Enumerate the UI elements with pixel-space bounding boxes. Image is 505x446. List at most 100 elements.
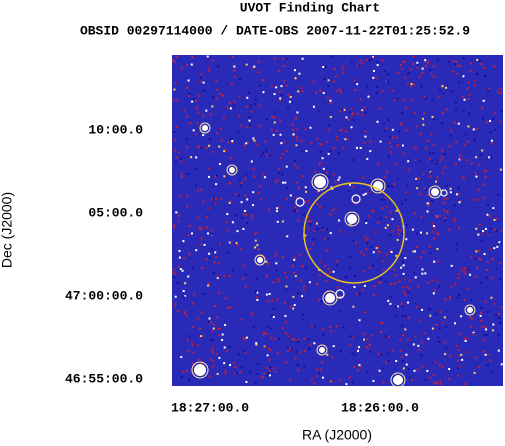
noise-pixel [326,171,329,174]
noise-pixel [294,77,297,80]
noise-pixel [361,109,364,112]
noise-pixel [211,329,214,332]
noise-pixel [416,61,419,64]
noise-pixel [279,119,282,122]
noise-pixel [426,369,429,372]
noise-pixel [492,117,495,120]
noise-pixel [379,217,382,220]
noise-pixel [354,241,357,244]
noise-pixel [245,336,248,339]
noise-pixel [343,108,346,111]
noise-pixel [281,173,284,176]
noise-pixel [431,279,434,282]
noise-pixel [180,175,183,178]
noise-pixel [412,62,415,65]
noise-pixel [322,167,325,170]
noise-pixel [281,327,284,330]
noise-pixel [441,149,444,152]
noise-pixel [462,177,465,180]
noise-pixel [376,64,379,67]
noise-pixel [344,183,347,186]
noise-pixel [480,240,483,243]
noise-pixel [462,75,465,78]
noise-pixel [264,346,267,349]
noise-pixel [312,238,315,241]
noise-pixel [252,204,255,207]
noise-pixel [256,291,259,294]
noise-pixel [455,60,458,63]
noise-pixel [224,324,227,327]
noise-pixel [403,278,406,281]
noise-pixel [317,372,320,375]
noise-pixel [339,310,342,313]
noise-pixel [256,277,259,280]
noise-pixel [178,256,181,259]
noise-pixel [490,139,493,142]
noise-pixel [180,173,183,176]
noise-pixel [366,371,369,374]
noise-pixel [404,76,407,79]
noise-pixel [482,99,485,102]
noise-pixel [318,110,321,113]
noise-pixel [491,276,494,279]
noise-pixel [177,220,180,223]
noise-pixel [200,147,203,150]
noise-pixel [205,146,208,149]
noise-pixel [255,292,258,295]
noise-pixel [208,252,211,255]
noise-pixel [444,325,447,328]
noise-pixel [476,266,479,269]
noise-pixel [218,262,221,265]
noise-pixel [257,60,260,63]
noise-pixel [182,370,185,373]
noise-pixel [493,247,496,250]
noise-pixel [303,285,306,288]
noise-pixel [379,107,382,110]
noise-pixel [475,175,478,178]
noise-pixel [195,249,198,252]
noise-pixel [394,282,397,285]
noise-pixel [345,276,348,279]
noise-pixel [406,82,409,85]
noise-pixel [413,250,416,253]
noise-pixel [238,95,241,98]
noise-pixel [492,207,495,210]
noise-pixel [365,248,368,251]
noise-pixel [321,376,324,379]
noise-pixel [367,95,370,98]
noise-pixel [235,242,238,245]
noise-pixel [377,250,380,253]
noise-pixel [183,109,186,112]
noise-pixel [400,356,403,359]
noise-pixel [464,272,467,275]
noise-pixel [377,352,380,355]
noise-pixel [270,336,273,339]
noise-pixel [413,212,416,215]
star-halo [464,304,476,316]
noise-pixel [265,149,268,152]
noise-pixel [406,184,409,187]
noise-pixel [405,286,408,289]
noise-pixel [267,372,270,375]
noise-pixel [225,221,228,224]
noise-pixel [434,180,437,183]
noise-pixel [358,319,361,322]
noise-pixel [469,273,472,276]
noise-pixel [199,188,202,191]
noise-pixel [380,331,383,334]
noise-pixel [433,118,436,121]
noise-pixel [192,302,195,305]
noise-pixel [234,365,237,368]
noise-pixel [215,316,218,319]
noise-pixel [466,269,469,272]
noise-pixel [472,198,475,201]
noise-pixel [415,246,418,249]
noise-pixel [289,347,292,350]
noise-pixel [362,176,365,179]
noise-pixel [361,114,364,117]
noise-pixel [180,67,183,70]
noise-pixel [469,316,472,319]
noise-pixel [273,367,276,370]
noise-pixel [296,166,299,169]
noise-pixel [450,264,453,267]
